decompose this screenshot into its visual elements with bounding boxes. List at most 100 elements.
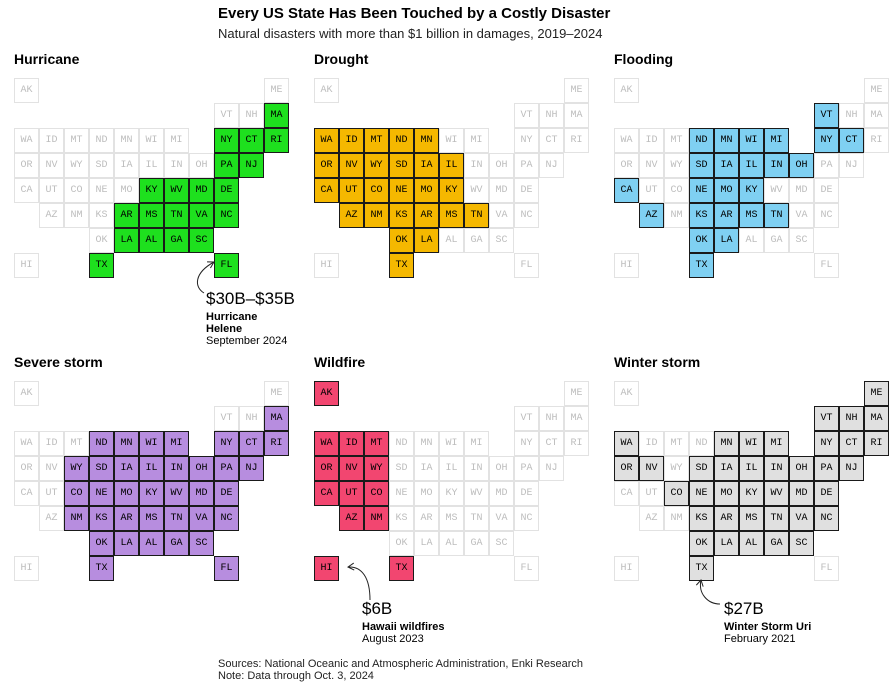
state-tile-nj: NJ — [839, 153, 864, 178]
state-tile-az: AZ — [39, 203, 64, 228]
state-tile-ak: AK — [614, 78, 639, 103]
state-tile-or: OR — [14, 153, 39, 178]
callout-amount: $27B — [724, 599, 764, 618]
state-tile-ky: KY — [139, 178, 164, 203]
state-tile-in: IN — [164, 153, 189, 178]
state-tile-al: AL — [739, 531, 764, 556]
callout: $30B–$35B Hurricane Helene September 2024 — [206, 289, 296, 347]
state-tile-co: CO — [64, 178, 89, 203]
state-tile-me: ME — [864, 381, 889, 406]
state-tile-nv: NV — [639, 456, 664, 481]
state-tile-fl: FL — [514, 556, 539, 581]
state-tile-ak: AK — [314, 381, 339, 406]
state-tile-me: ME — [264, 381, 289, 406]
state-tile-nv: NV — [39, 153, 64, 178]
state-tile-ok: OK — [689, 228, 714, 253]
state-tile-ct: CT — [239, 128, 264, 153]
state-tile-ny: NY — [814, 431, 839, 456]
state-tile-wv: WV — [464, 481, 489, 506]
state-tile-nv: NV — [639, 153, 664, 178]
state-tile-ok: OK — [389, 228, 414, 253]
state-tile-co: CO — [364, 178, 389, 203]
callout-arrow — [196, 261, 215, 294]
state-tile-az: AZ — [639, 506, 664, 531]
state-tile-ms: MS — [739, 203, 764, 228]
state-tile-ga: GA — [764, 228, 789, 253]
state-tile-ok: OK — [689, 531, 714, 556]
state-tile-nh: NH — [239, 406, 264, 431]
state-tile-il: IL — [739, 153, 764, 178]
state-tile-ms: MS — [739, 506, 764, 531]
state-tile-mt: MT — [364, 431, 389, 456]
state-tile-md: MD — [189, 481, 214, 506]
state-tile-tn: TN — [164, 506, 189, 531]
state-tile-tx: TX — [389, 556, 414, 581]
state-tile-nj: NJ — [239, 153, 264, 178]
state-tile-fl: FL — [214, 556, 239, 581]
state-tile-ok: OK — [89, 531, 114, 556]
state-tile-ma: MA — [264, 103, 289, 128]
state-tile-md: MD — [189, 178, 214, 203]
state-tile-me: ME — [564, 78, 589, 103]
state-tile-la: LA — [114, 531, 139, 556]
panel-title: Hurricane — [14, 51, 80, 67]
state-tile-ut: UT — [339, 481, 364, 506]
state-tile-la: LA — [714, 228, 739, 253]
state-tile-ar: AR — [114, 506, 139, 531]
state-tile-fl: FL — [814, 253, 839, 278]
state-tile-sd: SD — [89, 456, 114, 481]
panel-title: Flooding — [614, 51, 674, 67]
state-tile-sc: SC — [189, 228, 214, 253]
state-tile-ms: MS — [139, 203, 164, 228]
state-tile-in: IN — [764, 456, 789, 481]
callout: $27B Winter Storm Uri February 2021 — [724, 599, 811, 645]
state-tile-ne: NE — [689, 481, 714, 506]
state-tile-ca: CA — [314, 178, 339, 203]
state-tile-sc: SC — [489, 228, 514, 253]
state-tile-tn: TN — [764, 203, 789, 228]
state-tile-id: ID — [639, 128, 664, 153]
state-tile-ca: CA — [14, 178, 39, 203]
state-tile-ny: NY — [514, 431, 539, 456]
state-tile-mi: MI — [464, 431, 489, 456]
panel-title: Wildfire — [314, 354, 366, 370]
state-tile-wy: WY — [64, 153, 89, 178]
state-tile-vt: VT — [814, 406, 839, 431]
state-tile-wv: WV — [164, 178, 189, 203]
state-tile-ia: IA — [714, 456, 739, 481]
state-tile-ca: CA — [14, 481, 39, 506]
state-tile-ky: KY — [439, 481, 464, 506]
state-tile-pa: PA — [214, 456, 239, 481]
state-tile-mn: MN — [114, 128, 139, 153]
state-tile-vt: VT — [214, 406, 239, 431]
state-tile-me: ME — [864, 78, 889, 103]
state-tile-tn: TN — [164, 203, 189, 228]
state-tile-nh: NH — [539, 406, 564, 431]
state-tile-vt: VT — [514, 406, 539, 431]
state-tile-oh: OH — [489, 456, 514, 481]
state-tile-mn: MN — [414, 128, 439, 153]
footer-note: Note: Data through Oct. 3, 2024 — [218, 670, 374, 682]
state-tile-md: MD — [789, 481, 814, 506]
state-tile-id: ID — [639, 431, 664, 456]
state-tile-ak: AK — [614, 381, 639, 406]
state-tile-ok: OK — [89, 228, 114, 253]
state-tile-ut: UT — [639, 481, 664, 506]
state-tile-az: AZ — [639, 203, 664, 228]
state-tile-ma: MA — [264, 406, 289, 431]
state-tile-sc: SC — [789, 228, 814, 253]
state-tile-in: IN — [464, 153, 489, 178]
state-tile-or: OR — [614, 153, 639, 178]
state-tile-hi: HI — [14, 253, 39, 278]
state-tile-nm: NM — [364, 203, 389, 228]
panel-wildfire: Wildfire AK ME VT NH MA WA ID MT ND MN WI MI NY CT RI OR… — [314, 354, 596, 645]
state-tile-ne: NE — [689, 178, 714, 203]
state-tile-or: OR — [314, 153, 339, 178]
state-tile-co: CO — [664, 481, 689, 506]
state-tile-ia: IA — [714, 153, 739, 178]
state-tile-wi: WI — [139, 128, 164, 153]
state-tile-ky: KY — [739, 178, 764, 203]
state-tile-ak: AK — [14, 78, 39, 103]
state-tile-co: CO — [364, 481, 389, 506]
state-tile-mi: MI — [764, 431, 789, 456]
